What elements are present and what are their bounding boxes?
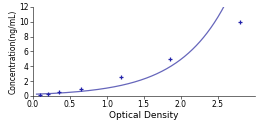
Y-axis label: Concentration(ng/mL): Concentration(ng/mL) — [9, 9, 18, 94]
X-axis label: Optical Density: Optical Density — [109, 111, 179, 120]
